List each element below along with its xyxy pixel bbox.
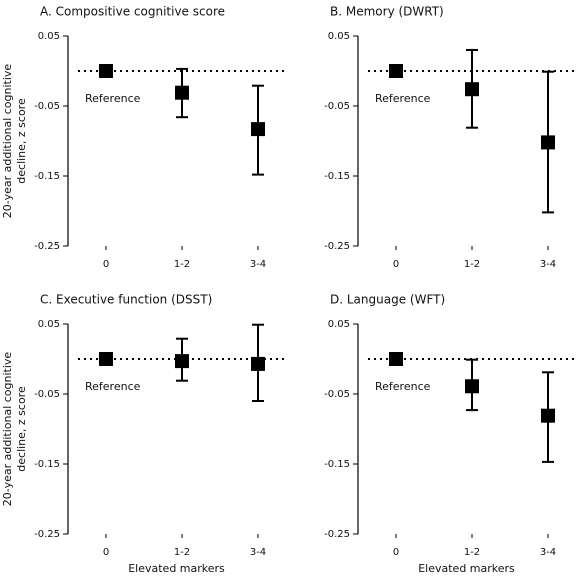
y-axis-label-line: decline, z score [15,386,28,472]
y-axis-label: 20-year additional cognitivedecline, z s… [1,352,28,507]
y-axis-label-line: 20-year additional cognitive [1,352,14,507]
x-tick-label: 0 [393,547,399,558]
point-marker [99,64,113,78]
point-marker [541,135,555,150]
x-axis-label: Elevated markers [418,562,515,575]
y-tick-label: -0.15 [324,171,350,182]
y-tick-label: -0.15 [324,459,350,470]
point-marker [465,379,479,394]
x-tick-label: 1-2 [174,259,190,270]
x-axis-label: Elevated markers [128,562,225,575]
y-tick-label: -0.05 [34,389,60,400]
point-marker [541,408,555,423]
y-tick-label: 0.05 [328,31,350,42]
x-tick-label: 0 [103,547,109,558]
x-tick-label: 0 [103,259,109,270]
y-tick-label: -0.25 [324,529,350,540]
x-tick-label: 3-4 [540,547,556,558]
point-marker [175,354,189,369]
point-marker [389,64,403,78]
x-tick-label: 0 [393,259,399,270]
x-tick-label: 3-4 [250,547,266,558]
y-tick-label: -0.05 [34,101,60,112]
point-marker [251,356,265,371]
panel-title: B. Memory (DWRT) [330,5,444,19]
y-tick-label: -0.25 [34,241,60,252]
x-tick-label: 3-4 [540,259,556,270]
point-marker [251,122,265,137]
annotation: Reference [375,380,431,393]
point-marker [389,352,403,366]
annotation: Reference [375,92,431,105]
y-tick-label: 0.05 [328,319,350,330]
point-marker [99,352,113,366]
annotation: Reference [85,92,141,105]
y-tick-label: 0.05 [38,31,60,42]
y-axis-label-line: 20-year additional cognitive [1,64,14,219]
x-tick-label: 1-2 [464,547,480,558]
y-axis-label: 20-year additional cognitivedecline, z s… [1,64,28,219]
point-marker [175,85,189,100]
annotation: Reference [85,380,141,393]
x-tick-label: 3-4 [250,259,266,270]
y-tick-label: -0.25 [34,529,60,540]
panel-title: C. Executive function (DSST) [40,293,212,307]
y-tick-label: -0.15 [34,459,60,470]
y-tick-label: 0.05 [38,319,60,330]
y-tick-label: -0.25 [324,241,350,252]
panel-title: A. Compositive cognitive score [40,5,225,19]
y-tick-label: -0.05 [324,101,350,112]
x-tick-label: 1-2 [174,547,190,558]
point-marker [465,82,479,97]
y-tick-label: -0.05 [324,389,350,400]
x-tick-label: 1-2 [464,259,480,270]
panel-title: D. Language (WFT) [330,293,445,307]
y-tick-label: -0.15 [34,171,60,182]
y-axis-label-line: decline, z score [15,98,28,184]
